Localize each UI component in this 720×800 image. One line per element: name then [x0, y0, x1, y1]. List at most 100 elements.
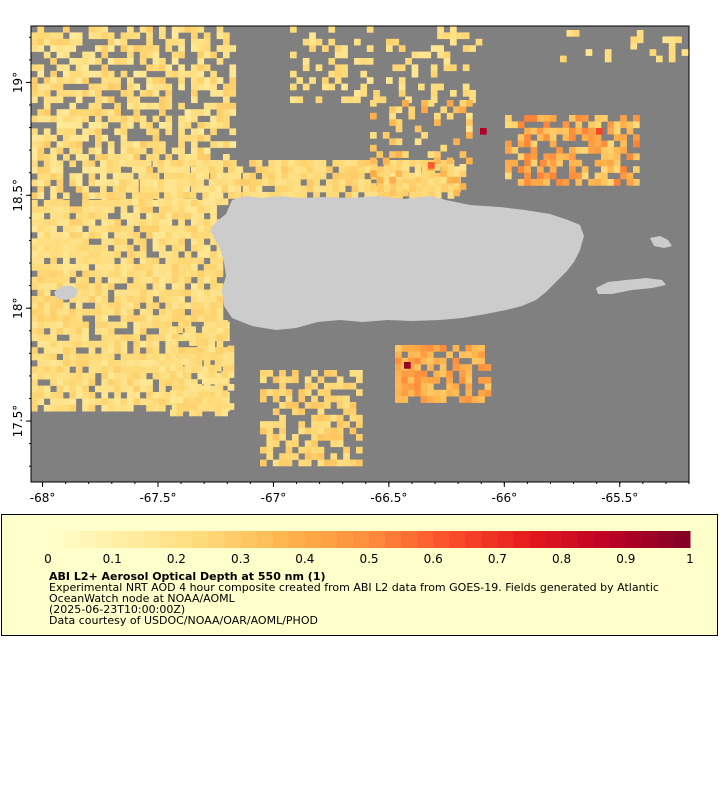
- aod-pixel: [170, 185, 178, 193]
- aod-pixel: [210, 102, 217, 110]
- aod-pixel: [668, 42, 676, 50]
- aod-pixel: [50, 134, 57, 142]
- aod-pixel: [322, 77, 329, 84]
- aod-pixel: [356, 421, 363, 428]
- aod-pixel: [146, 315, 153, 322]
- aod-pixel: [101, 315, 109, 322]
- aod-pixel: [127, 360, 134, 367]
- aod-pixel: [95, 296, 102, 303]
- aod-pixel: [114, 360, 121, 367]
- aod-pixel: [203, 232, 211, 239]
- aod-pixel: [133, 32, 141, 40]
- aod-pixel: [43, 385, 51, 393]
- aod-pixel: [649, 49, 657, 56]
- aod-pixel: [144, 179, 152, 186]
- aod-pixel: [317, 408, 325, 416]
- aod-pixel: [31, 315, 38, 322]
- aod-pixel: [210, 385, 217, 393]
- aod-pixel: [82, 166, 89, 174]
- aod-pixel: [454, 185, 461, 193]
- aod-pixel: [216, 302, 224, 310]
- aod-pixel: [50, 328, 57, 335]
- aod-pixel: [588, 147, 595, 154]
- aod-pixel: [107, 45, 115, 52]
- aod-pixel: [633, 153, 640, 161]
- aod-pixel: [133, 289, 141, 297]
- aod-pixel: [37, 232, 45, 239]
- aod-pixel: [395, 125, 403, 133]
- aod-pixel: [324, 434, 331, 441]
- aod-pixel: [560, 55, 567, 63]
- aod-pixel: [398, 64, 406, 72]
- aod-pixel: [171, 270, 179, 278]
- aod-pixel: [197, 219, 205, 226]
- aod-pixel: [581, 147, 589, 154]
- aod-pixel: [272, 421, 280, 428]
- aod-pixel: [31, 385, 38, 393]
- aod-pixel: [171, 283, 179, 290]
- aod-pixel: [127, 251, 134, 258]
- aod-pixel: [159, 77, 166, 84]
- aod-pixel: [221, 390, 228, 398]
- aod-pixel: [311, 414, 318, 422]
- aod-pixel: [203, 102, 211, 110]
- aod-pixel: [317, 453, 325, 460]
- aod-pixel: [433, 370, 441, 378]
- aod-pixel: [178, 134, 185, 142]
- aod-pixel: [50, 77, 57, 84]
- aod-pixel: [195, 339, 203, 346]
- aod-pixel: [511, 121, 519, 129]
- aod-pixel: [228, 166, 235, 174]
- aod-pixel: [437, 32, 444, 40]
- aod-pixel: [31, 192, 38, 200]
- aod-pixel: [524, 127, 531, 135]
- aod-pixel: [133, 219, 141, 226]
- aod-pixel: [543, 159, 551, 167]
- aod-pixel: [330, 459, 338, 467]
- aod-pixel: [75, 32, 83, 40]
- aod-pixel: [139, 58, 147, 65]
- aod-pixel: [31, 166, 38, 174]
- aod-pixel: [452, 345, 460, 352]
- aod-pixel: [300, 172, 308, 180]
- aod-pixel: [133, 379, 141, 386]
- aod-pixel: [82, 238, 89, 246]
- aod-pixel: [398, 45, 406, 52]
- aod-pixel: [56, 385, 64, 393]
- aod-pixel: [95, 26, 102, 33]
- aod-pixel: [191, 296, 198, 303]
- aod-pixel: [75, 296, 83, 303]
- aod-pixel: [146, 270, 153, 278]
- aod-pixel: [139, 360, 147, 367]
- aod-pixel: [221, 332, 228, 340]
- aod-pixel: [171, 308, 179, 316]
- aod-pixel: [414, 164, 422, 171]
- aod-pixel: [402, 189, 409, 197]
- aod-pixel: [75, 115, 83, 123]
- aod-pixel: [440, 170, 448, 178]
- aod-pixel: [420, 396, 428, 403]
- aod-pixel: [569, 134, 576, 141]
- aod-pixel: [114, 347, 121, 354]
- aod-pixel: [82, 128, 89, 136]
- aod-pixel: [197, 392, 205, 399]
- aod-pixel: [465, 383, 473, 391]
- aod-pixel: [446, 351, 453, 359]
- aod-pixel: [345, 172, 352, 180]
- aod-pixel: [575, 115, 583, 122]
- aod-pixel: [330, 427, 338, 435]
- aod-pixel: [437, 51, 444, 59]
- aod-pixel: [43, 32, 51, 40]
- aod-pixel: [306, 172, 314, 180]
- aod-pixel: [274, 172, 282, 180]
- aod-pixel: [191, 154, 198, 161]
- aod-pixel: [260, 376, 267, 384]
- aod-pixel: [462, 45, 470, 52]
- aod-pixel: [63, 347, 70, 354]
- aod-pixel: [56, 404, 64, 412]
- aod-pixel: [414, 377, 421, 384]
- aod-pixel: [607, 166, 615, 173]
- aod-pixel: [407, 383, 415, 391]
- aod-pixel: [178, 225, 185, 233]
- aod-pixel: [395, 138, 403, 146]
